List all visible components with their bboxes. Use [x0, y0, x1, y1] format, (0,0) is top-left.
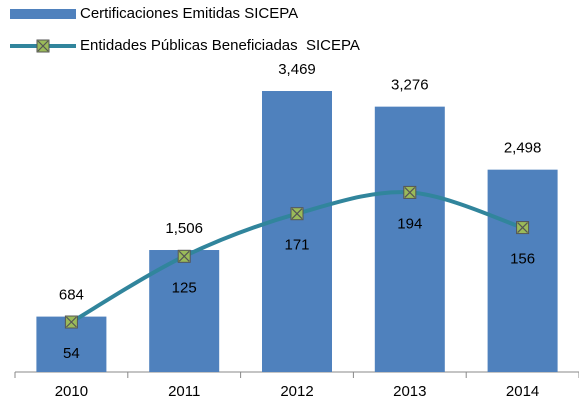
bar-value-label: 1,506: [165, 220, 203, 237]
marker-cross: [517, 222, 529, 234]
bar: [487, 169, 558, 372]
marker-cross: [178, 250, 190, 262]
marker-cross: [65, 316, 77, 328]
bar-value-label: 3,469: [278, 61, 316, 78]
x-tick-label: 2011: [168, 383, 200, 400]
legend-swatch: [10, 9, 76, 19]
legend-label: Certificaciones Emitidas SICEPA: [80, 5, 298, 22]
bar-value-label: 3,276: [391, 77, 429, 94]
legend-marker-cross: [37, 40, 49, 52]
x-tick-label: 2013: [393, 383, 426, 400]
marker-cross: [291, 208, 303, 220]
x-tick-label: 2010: [55, 383, 88, 400]
line-value-label: 156: [510, 251, 535, 268]
legend-label: Entidades Públicas Beneficiadas SICEPA: [80, 37, 360, 54]
marker-cross: [404, 186, 416, 198]
line-value-label: 194: [397, 215, 422, 232]
line-value-label: 171: [284, 237, 309, 254]
bar-value-label: 2,498: [504, 140, 542, 157]
x-tick-label: 2014: [506, 383, 539, 400]
line-value-label: 54: [63, 345, 80, 362]
bar: [374, 106, 445, 373]
line-value-label: 125: [172, 279, 197, 296]
bar-value-label: 684: [59, 287, 84, 304]
bar: [262, 91, 332, 373]
x-tick-label: 2012: [280, 383, 313, 400]
